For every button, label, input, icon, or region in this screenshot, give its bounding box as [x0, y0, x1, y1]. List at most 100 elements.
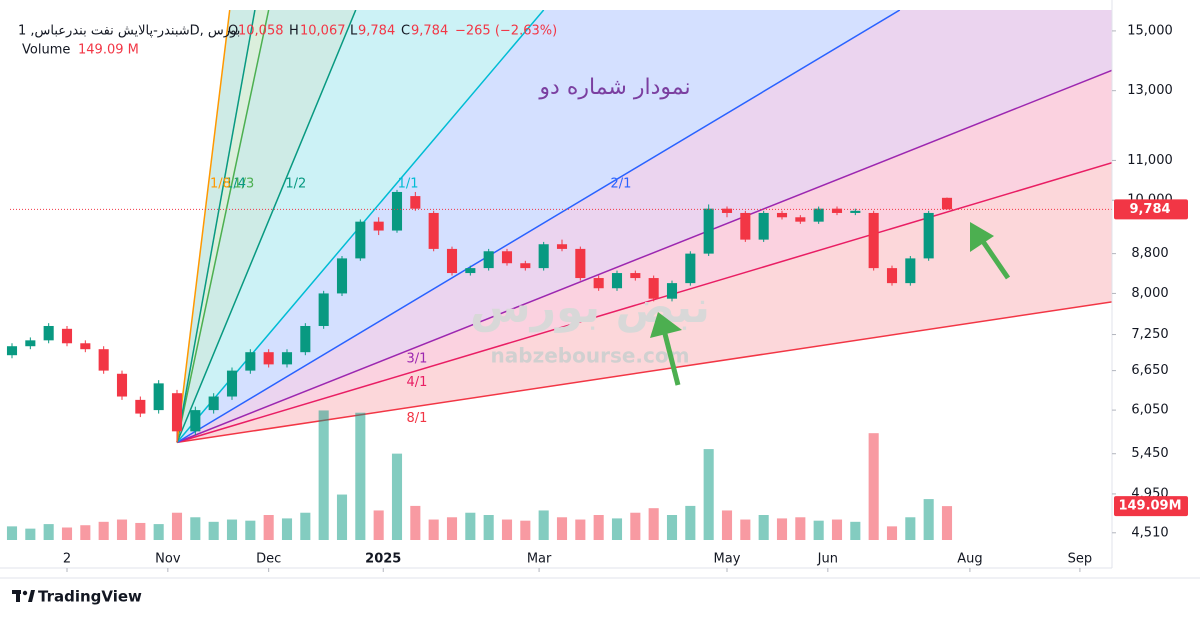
candle-body: [666, 283, 678, 299]
volume-bar: [611, 518, 623, 540]
x-tick-label: Dec: [256, 552, 281, 567]
volume-bar: [226, 519, 238, 540]
candle-body: [831, 208, 843, 213]
volume-value: 149.09 M: [78, 43, 139, 58]
volume-bar: [483, 515, 494, 540]
fan-label: 2/1: [610, 177, 631, 192]
x-tick-label: May: [714, 552, 741, 567]
volume-bar: [831, 519, 843, 540]
y-tick-label: 6,650: [1131, 363, 1168, 378]
arrow-head: [970, 222, 994, 252]
volume-bar: [446, 517, 458, 540]
x-tick-label: Nov: [155, 552, 181, 567]
volume-bar: [813, 520, 824, 540]
fan-fill: [177, 10, 1112, 443]
open-value: 10,058: [238, 24, 284, 39]
candle-body: [446, 248, 458, 274]
candle-body: [813, 208, 824, 222]
open-label: O: [228, 24, 238, 39]
close-label: C: [401, 24, 410, 39]
candle-body: [373, 221, 384, 231]
candle-body: [6, 346, 18, 356]
candle-body: [850, 210, 861, 213]
candle-body: [25, 340, 36, 347]
fan-label: 1/2: [285, 177, 306, 192]
candle-body: [465, 268, 476, 274]
close-value: 9,784: [411, 24, 448, 39]
volume-bar: [410, 505, 421, 540]
candle-body: [355, 221, 366, 259]
volume-bar: [630, 512, 641, 540]
candle-body: [245, 352, 256, 371]
candle-body: [300, 325, 311, 353]
brand[interactable]: TradingView: [38, 588, 142, 606]
candle-body: [43, 325, 54, 341]
fan-label: 3/1: [407, 351, 428, 366]
fan-line: [176, 10, 256, 443]
volume-bar: [648, 508, 659, 540]
candle-body: [538, 244, 549, 269]
volume-bar: [281, 518, 293, 540]
candle-body: [410, 196, 421, 209]
volume-bar: [685, 505, 696, 540]
volume-bar: [171, 512, 183, 540]
volume-bar: [336, 494, 348, 540]
x-tick-label: 2025: [365, 552, 401, 567]
candles: [6, 189, 1112, 443]
candle-body: [703, 208, 714, 254]
volume-bar: [703, 449, 714, 540]
candle-body: [795, 217, 806, 222]
x-tick-label: Aug: [957, 552, 982, 567]
brand-logo: [12, 590, 35, 602]
volume-bar: [795, 517, 806, 540]
low-value: 9,784: [358, 24, 395, 39]
volume-bar: [776, 518, 788, 540]
volume-tag-label: 149.09M: [1118, 499, 1181, 514]
candle-body: [758, 212, 769, 240]
volume-label: Volume: [22, 43, 70, 58]
candle-body: [336, 258, 348, 294]
volume-bar: [300, 512, 311, 540]
volume-bar: [758, 515, 769, 540]
candle-body: [740, 212, 751, 240]
fan-label: 1/1: [398, 177, 419, 192]
high-value: 10,067: [300, 24, 346, 39]
change-value: −265 (−2.63%): [455, 24, 557, 39]
fan-label: 1/3: [233, 177, 254, 192]
y-tick-label: 4,510: [1131, 525, 1168, 540]
volume-bar: [868, 433, 879, 540]
candle-body: [868, 212, 879, 269]
volume-bar: [43, 524, 54, 540]
chart-title: نمودار شماره دو: [538, 75, 690, 100]
candle-body: [886, 268, 898, 284]
fan-label: 4/1: [407, 375, 428, 390]
volume-bar: [318, 410, 329, 540]
fan-line: [176, 10, 901, 444]
arrow-head: [650, 312, 682, 338]
candle-body: [263, 352, 274, 365]
y-tick-label: 8,000: [1131, 286, 1168, 301]
x-tick-label: Sep: [1068, 552, 1093, 567]
volume-tag: [1114, 496, 1188, 517]
low-label: L: [350, 24, 358, 39]
volume-bar: [740, 519, 751, 540]
y-tick-label: 13,000: [1127, 83, 1173, 98]
fan-label: 1/4: [225, 177, 246, 192]
candle-body: [923, 212, 934, 259]
fan-line: [176, 10, 357, 443]
volume-bar: [465, 512, 476, 540]
volume-bar: [520, 520, 531, 540]
y-tick-label: 6,050: [1131, 403, 1168, 418]
candle-body: [501, 251, 513, 264]
candle-body: [208, 396, 219, 411]
volume-bar: [61, 527, 73, 540]
arrows: [650, 222, 1011, 386]
fan-label: 8/1: [407, 411, 428, 426]
price-tag: [1114, 199, 1188, 220]
fan-line: [176, 69, 1112, 444]
candle-body: [281, 352, 293, 365]
candle-body: [80, 343, 91, 350]
fan-label: 1/8: [210, 177, 231, 192]
candle-body: [905, 258, 916, 284]
